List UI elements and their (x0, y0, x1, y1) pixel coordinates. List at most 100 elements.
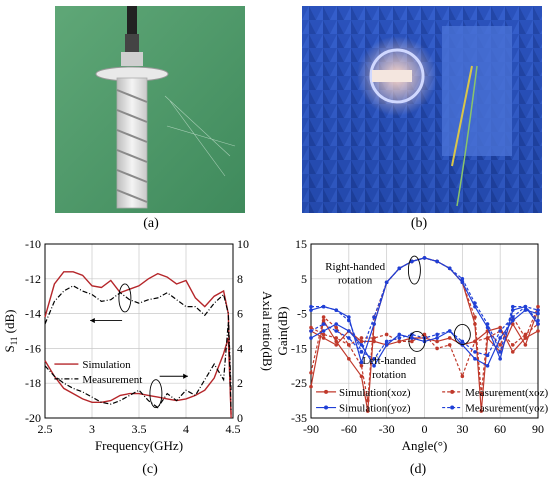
y-right-tick-label: 2 (237, 376, 243, 390)
annotation-ellipse (453, 324, 471, 345)
data-point (473, 301, 477, 305)
data-point (309, 370, 313, 375)
data-point (523, 308, 528, 312)
data-point (321, 332, 326, 337)
data-point (447, 266, 452, 271)
s11-axial-ratio-chart: 2.5 3 3.5 4 4.5 -20 -18 -16 -14 -12 -10 0 2 4 6 8 10 Simu… (2, 237, 275, 453)
data-point (334, 339, 339, 344)
data-point (460, 277, 465, 281)
data-point (460, 374, 465, 379)
data-point (536, 322, 540, 326)
annotation-arrowhead (90, 317, 95, 324)
data-point (334, 325, 339, 330)
x-tick-label: -60 (341, 422, 357, 436)
y-left-tick-label: -12 (25, 272, 41, 286)
data-point (523, 343, 528, 347)
data-point (447, 329, 452, 333)
data-point (397, 336, 402, 340)
data-point (372, 315, 376, 319)
annotation-ellipse (149, 379, 163, 409)
y-right-tick-label: 6 (237, 307, 243, 321)
data-point (309, 384, 313, 389)
y-axis-label: Gain(dB) (275, 306, 290, 355)
data-point (365, 409, 370, 413)
x-tick-label: 4 (183, 422, 189, 436)
data-point (523, 304, 528, 309)
legend-marker (450, 389, 455, 394)
data-point (422, 256, 427, 260)
annotation-right-handed: Right-handed (325, 261, 385, 273)
data-point (347, 318, 351, 323)
data-point (498, 350, 502, 354)
legend-label-simulation: Simulation (82, 359, 131, 371)
x-tick-label: 0 (422, 422, 428, 436)
data-point (410, 339, 414, 344)
data-point (372, 357, 376, 361)
data-point (384, 343, 389, 347)
data-point (359, 343, 364, 347)
data-point (510, 304, 515, 309)
data-point (347, 336, 351, 340)
data-point (510, 322, 515, 326)
data-point (397, 266, 402, 271)
data-point (498, 329, 502, 333)
annotation-ellipse (407, 255, 421, 285)
data-point (435, 346, 439, 351)
data-point (384, 332, 389, 337)
x-tick-label: -90 (303, 422, 319, 436)
y-tick-label: -25 (291, 376, 307, 390)
data-point (321, 322, 326, 326)
legend-marker (324, 405, 329, 410)
y-left-axis-label: S11 (dB) (2, 310, 19, 353)
data-point (523, 336, 528, 340)
y-right-tick-label: 8 (237, 272, 243, 286)
data-point (384, 280, 389, 285)
data-point (435, 336, 439, 340)
y-left-tick-label: -18 (25, 376, 41, 390)
data-point (384, 339, 389, 344)
y-tick-label: 15 (295, 237, 307, 251)
data-point (479, 391, 484, 396)
y-left-tick-label: -14 (25, 307, 41, 321)
legend-label: Simulation(xoz) (339, 387, 411, 399)
caption-d: (d) (409, 462, 427, 477)
data-point (485, 325, 490, 330)
y-right-tick-label: 0 (237, 411, 243, 425)
chamber-photo (302, 6, 542, 213)
data-point (321, 304, 326, 309)
data-point (359, 350, 364, 354)
data-point (334, 308, 339, 312)
data-point (435, 339, 439, 344)
data-point (359, 364, 364, 368)
data-point (347, 343, 351, 347)
data-point (372, 364, 376, 368)
data-point (473, 350, 477, 354)
series-line-measurement-left (44, 285, 232, 392)
gain-pattern-chart: -90 -60 -30 0 30 60 90 -35 -25 -15 -5 5 15 Right-hand… (275, 237, 549, 453)
data-point (510, 318, 515, 323)
data-point (510, 315, 515, 319)
annotation-ellipse (118, 283, 132, 313)
data-point (334, 329, 339, 333)
data-point (309, 325, 313, 330)
antenna-photo (55, 6, 245, 213)
data-point (536, 304, 540, 309)
data-point (359, 336, 364, 340)
y-right-tick-label: 10 (237, 237, 249, 251)
data-point (321, 336, 326, 340)
x-axis-label: Frequency(GHz) (95, 438, 183, 453)
data-point (309, 329, 313, 333)
x-tick-label: 2.5 (38, 422, 53, 436)
x-tick-label: 30 (456, 422, 468, 436)
series-line-measurement-right (44, 322, 232, 412)
caption-a: (a) (143, 216, 159, 231)
data-point (359, 374, 364, 379)
data-point (397, 332, 402, 337)
x-axis-label: Angle(°) (402, 438, 448, 453)
data-point (536, 311, 540, 316)
data-point (460, 339, 465, 344)
annotation-arrowhead (183, 373, 188, 379)
x-tick-label: 4.5 (226, 422, 241, 436)
data-point (479, 409, 484, 413)
data-point (359, 339, 364, 344)
